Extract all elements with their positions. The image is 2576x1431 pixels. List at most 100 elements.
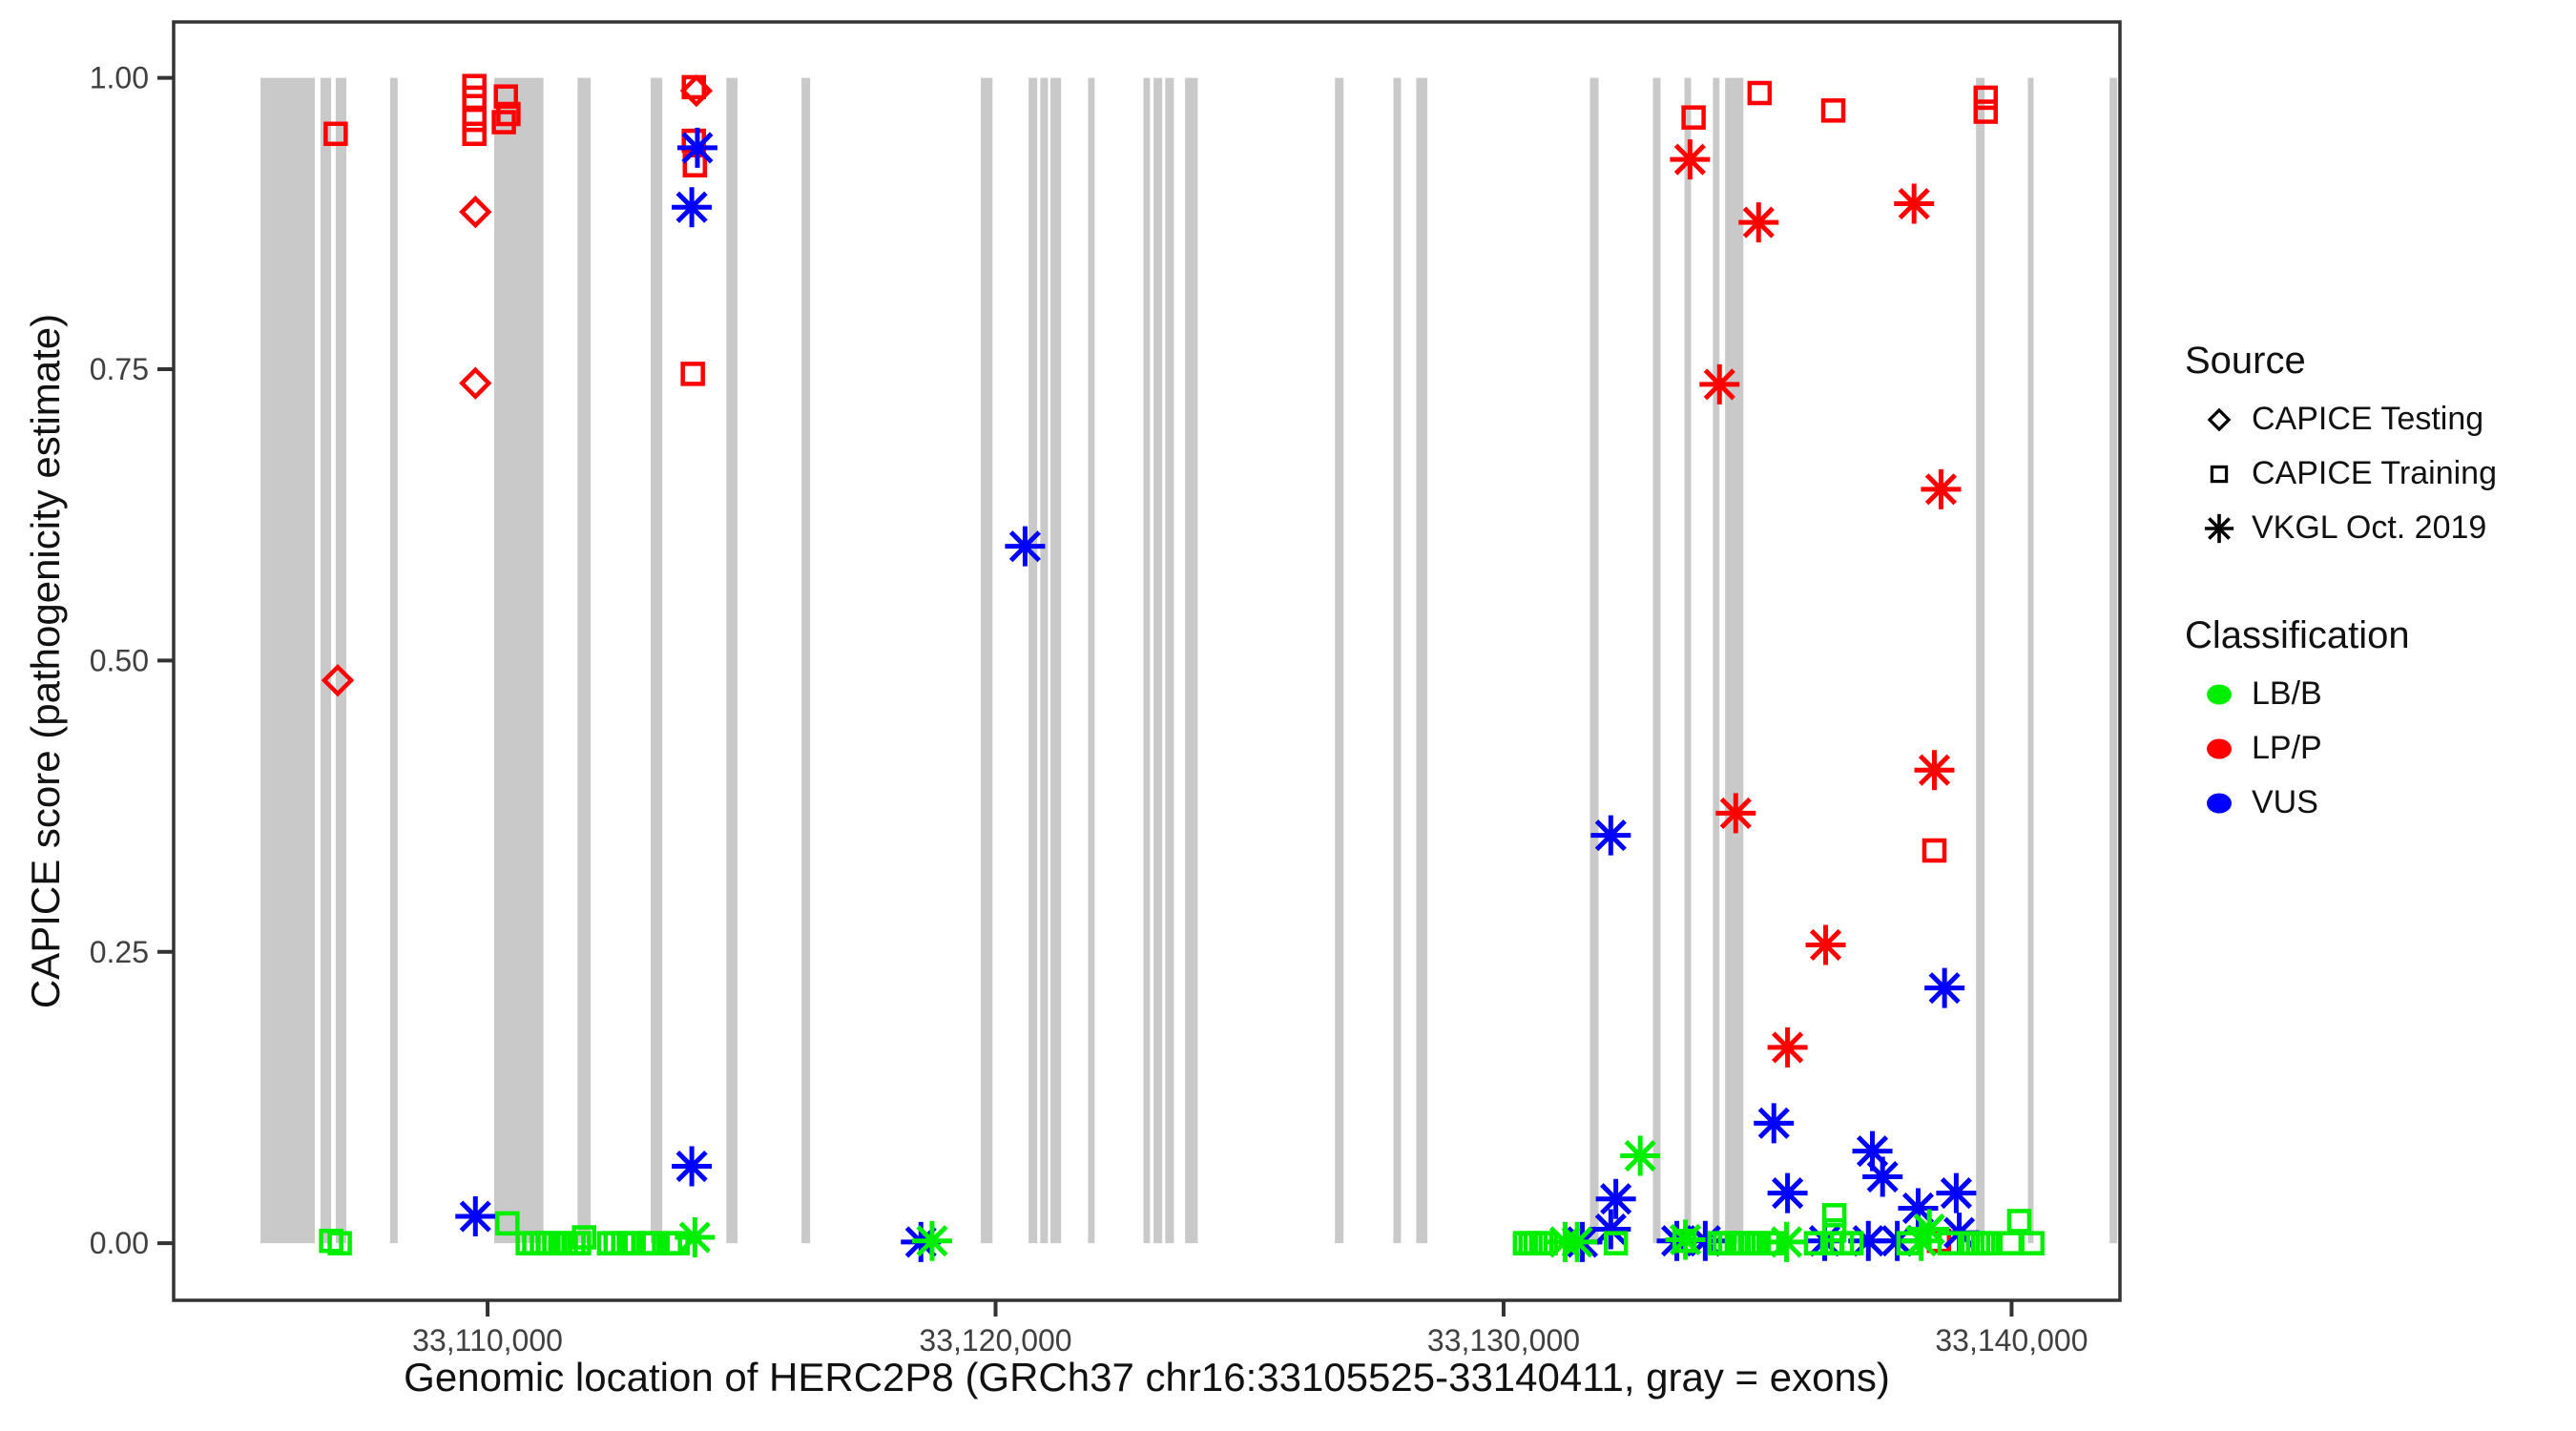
- exon-bar: [1165, 77, 1174, 1244]
- legend: Source CAPICE Testing CAPICE Training VKGL…: [2185, 340, 2576, 830]
- x-axis-title: Genomic location of HERC2P8 (GRCh37 chr1…: [404, 1355, 1890, 1400]
- exon-bar: [2027, 77, 2034, 1244]
- y-tick-label: 0.75: [90, 352, 149, 386]
- square-marker-icon: [682, 153, 708, 177]
- exon-bar: [493, 77, 544, 1244]
- square-marker-icon: [495, 1211, 520, 1236]
- asterisk-marker-icon: [676, 127, 717, 168]
- x-tick-label: 33,140,000: [1935, 1323, 2088, 1358]
- square-marker-icon: [1820, 98, 1846, 123]
- asterisk-marker-icon: [1699, 363, 1740, 404]
- diamond-marker-icon: [321, 663, 355, 697]
- y-axis-title: CAPICE score (pathogenicity estimate): [23, 313, 68, 1009]
- asterisk-marker-icon: [1936, 1172, 1977, 1213]
- exon-bar: [260, 77, 316, 1244]
- square-marker-icon: [641, 1231, 666, 1255]
- asterisk-marker-icon: [911, 1220, 952, 1261]
- legend-item-di-label: CAPICE Testing: [2252, 401, 2484, 437]
- legend-classification-items: LB/B LP/P VUS: [2185, 667, 2576, 830]
- legend-item-sq-label: CAPICE Training: [2252, 455, 2497, 491]
- exon-bar: [1684, 77, 1692, 1244]
- asterisk-marker-icon: [1898, 1188, 1939, 1229]
- y-tick-label: 0.00: [90, 1226, 149, 1260]
- asterisk-marker-icon: [1670, 139, 1711, 180]
- legend-item-vus: VUS: [2185, 776, 2576, 830]
- asterisk-marker-icon: [672, 1146, 713, 1187]
- y-tick-label: 0.50: [90, 643, 149, 677]
- legend-item-as-label: VKGL Oct. 2019: [2252, 509, 2487, 546]
- asterisk-marker-icon: [1909, 1209, 1950, 1250]
- exon-bar: [1393, 77, 1402, 1244]
- exon-bar: [1725, 77, 1744, 1244]
- exon-bar: [577, 77, 592, 1244]
- exon-bar: [1976, 77, 1985, 1244]
- diamond-marker-icon: [459, 366, 492, 400]
- asterisk-marker-icon: [1665, 1219, 1706, 1260]
- asterisk-marker-icon: [455, 1196, 496, 1237]
- exon-bar: [1416, 77, 1428, 1244]
- square-marker-icon: [1681, 105, 1706, 130]
- square-marker-icon: [2006, 1209, 2032, 1234]
- square-marker-icon: [491, 110, 516, 135]
- exon-bar: [1589, 77, 1599, 1244]
- exon-bar: [1713, 77, 1720, 1244]
- square-marker-icon: [462, 107, 487, 133]
- asterisk-marker-icon: [1715, 793, 1756, 834]
- square-marker-icon: [571, 1225, 596, 1250]
- asterisk-marker-icon: [1848, 1220, 1889, 1261]
- square-marker-icon: [323, 121, 348, 147]
- square-marker-icon: [2020, 1231, 2046, 1255]
- square-marker-icon: [1998, 1231, 2024, 1255]
- legend-source-items: CAPICE Testing CAPICE Training VKGL Oct. 2…: [2185, 392, 2576, 555]
- legend-item-lpp-label: LP/P: [2252, 730, 2322, 766]
- classification-dot-icon: [2207, 684, 2232, 704]
- square-marker-icon: [1747, 80, 1773, 106]
- square-marker-icon: [567, 1231, 592, 1255]
- asterisk-marker-icon: [1766, 1221, 1807, 1262]
- legend-source-title: Source: [2185, 340, 2306, 382]
- square-marker-icon: [462, 121, 487, 147]
- asterisk-marker-icon: [1767, 1172, 1808, 1213]
- asterisk-marker-icon: [1901, 1220, 1942, 1261]
- square-marker-icon: [1603, 1231, 1629, 1255]
- square-marker-icon: [1821, 1203, 1847, 1228]
- diamond-marker-icon: [459, 195, 492, 229]
- y-tick-label: 0.25: [90, 935, 149, 969]
- diamond-marker-icon: [679, 73, 714, 108]
- legend-item-as: VKGL Oct. 2019: [2185, 501, 2576, 555]
- legend-item-di: CAPICE Testing: [2185, 392, 2576, 446]
- square-marker-icon: [596, 1231, 622, 1255]
- asterisk-marker-icon: [2204, 513, 2234, 543]
- square-marker-icon: [1975, 1231, 2001, 1255]
- exon-bar: [335, 77, 347, 1244]
- y-tick-label: 1.00: [90, 61, 149, 95]
- legend-item-lbb: LB/B: [2185, 667, 2576, 721]
- exon-bar: [1153, 77, 1163, 1244]
- exon-bar: [726, 77, 738, 1244]
- square-marker-icon: [493, 84, 518, 109]
- square-marker-icon: [2210, 465, 2229, 483]
- exon-bar: [801, 77, 811, 1244]
- square-marker-icon: [1839, 1231, 1864, 1255]
- asterisk-marker-icon: [1595, 1178, 1636, 1219]
- asterisk-marker-icon: [1852, 1130, 1893, 1172]
- exon-bar: [320, 77, 332, 1244]
- exon-bar: [1088, 77, 1095, 1244]
- classification-dot-icon: [2207, 738, 2232, 758]
- square-marker-icon: [1922, 838, 1947, 863]
- exon-bar: [981, 77, 993, 1244]
- square-marker-icon: [1973, 99, 1999, 124]
- exon-bar: [1335, 77, 1344, 1244]
- asterisk-marker-icon: [1754, 1103, 1795, 1144]
- exon-bar: [1050, 77, 1062, 1244]
- diamond-marker-icon: [2207, 407, 2232, 431]
- square-marker-icon: [1821, 1217, 1847, 1243]
- asterisk-marker-icon: [1590, 815, 1631, 856]
- legend-classification-title: Classification: [2185, 614, 2410, 656]
- asterisk-marker-icon: [1914, 750, 1955, 791]
- legend-item-vus-label: VUS: [2252, 784, 2318, 820]
- legend-item-lpp: LP/P: [2185, 721, 2576, 776]
- x-tick-label: 33,120,000: [919, 1323, 1071, 1358]
- exon-bar: [650, 77, 663, 1244]
